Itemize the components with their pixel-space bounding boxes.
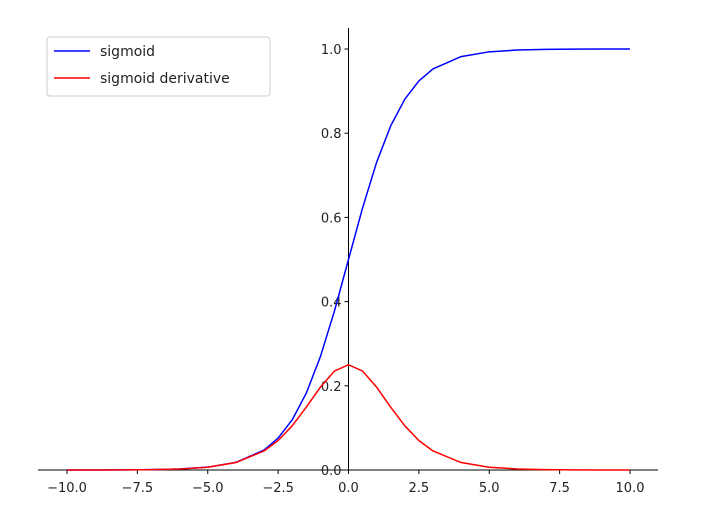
x-tick-label: −5.0 xyxy=(192,481,224,496)
y-tick-label: 0.6 xyxy=(321,211,342,226)
y-tick-label: 0.8 xyxy=(321,127,342,142)
x-tick-label: 10.0 xyxy=(616,481,645,496)
x-tick-label: −10.0 xyxy=(47,481,87,496)
x-tick-label: 5.0 xyxy=(479,481,500,496)
y-tick-label: 1.0 xyxy=(321,43,342,58)
legend: sigmoid sigmoid derivative xyxy=(46,36,271,97)
y-tick-label: 0.0 xyxy=(321,464,342,479)
x-tick-label: 2.5 xyxy=(409,481,430,496)
series-line-sigmoid-derivative xyxy=(66,364,631,471)
legend-label-sigmoid-derivative: sigmoid derivative xyxy=(100,71,230,87)
x-tick-label: 0.0 xyxy=(338,481,359,496)
y-tick-label: 0.2 xyxy=(321,380,342,395)
x-tick-label: −2.5 xyxy=(262,481,294,496)
x-tick-label: 7.5 xyxy=(549,481,570,496)
legend-label-sigmoid: sigmoid xyxy=(100,44,155,60)
x-tick-label: −7.5 xyxy=(122,481,154,496)
series-layer xyxy=(66,48,631,471)
axes: −10.0 −7.5 −5.0 −2.5 0.0 2.5 5.0 7.5 10.0 0.0 0.2 0… xyxy=(38,28,658,496)
legend-box xyxy=(46,36,271,97)
